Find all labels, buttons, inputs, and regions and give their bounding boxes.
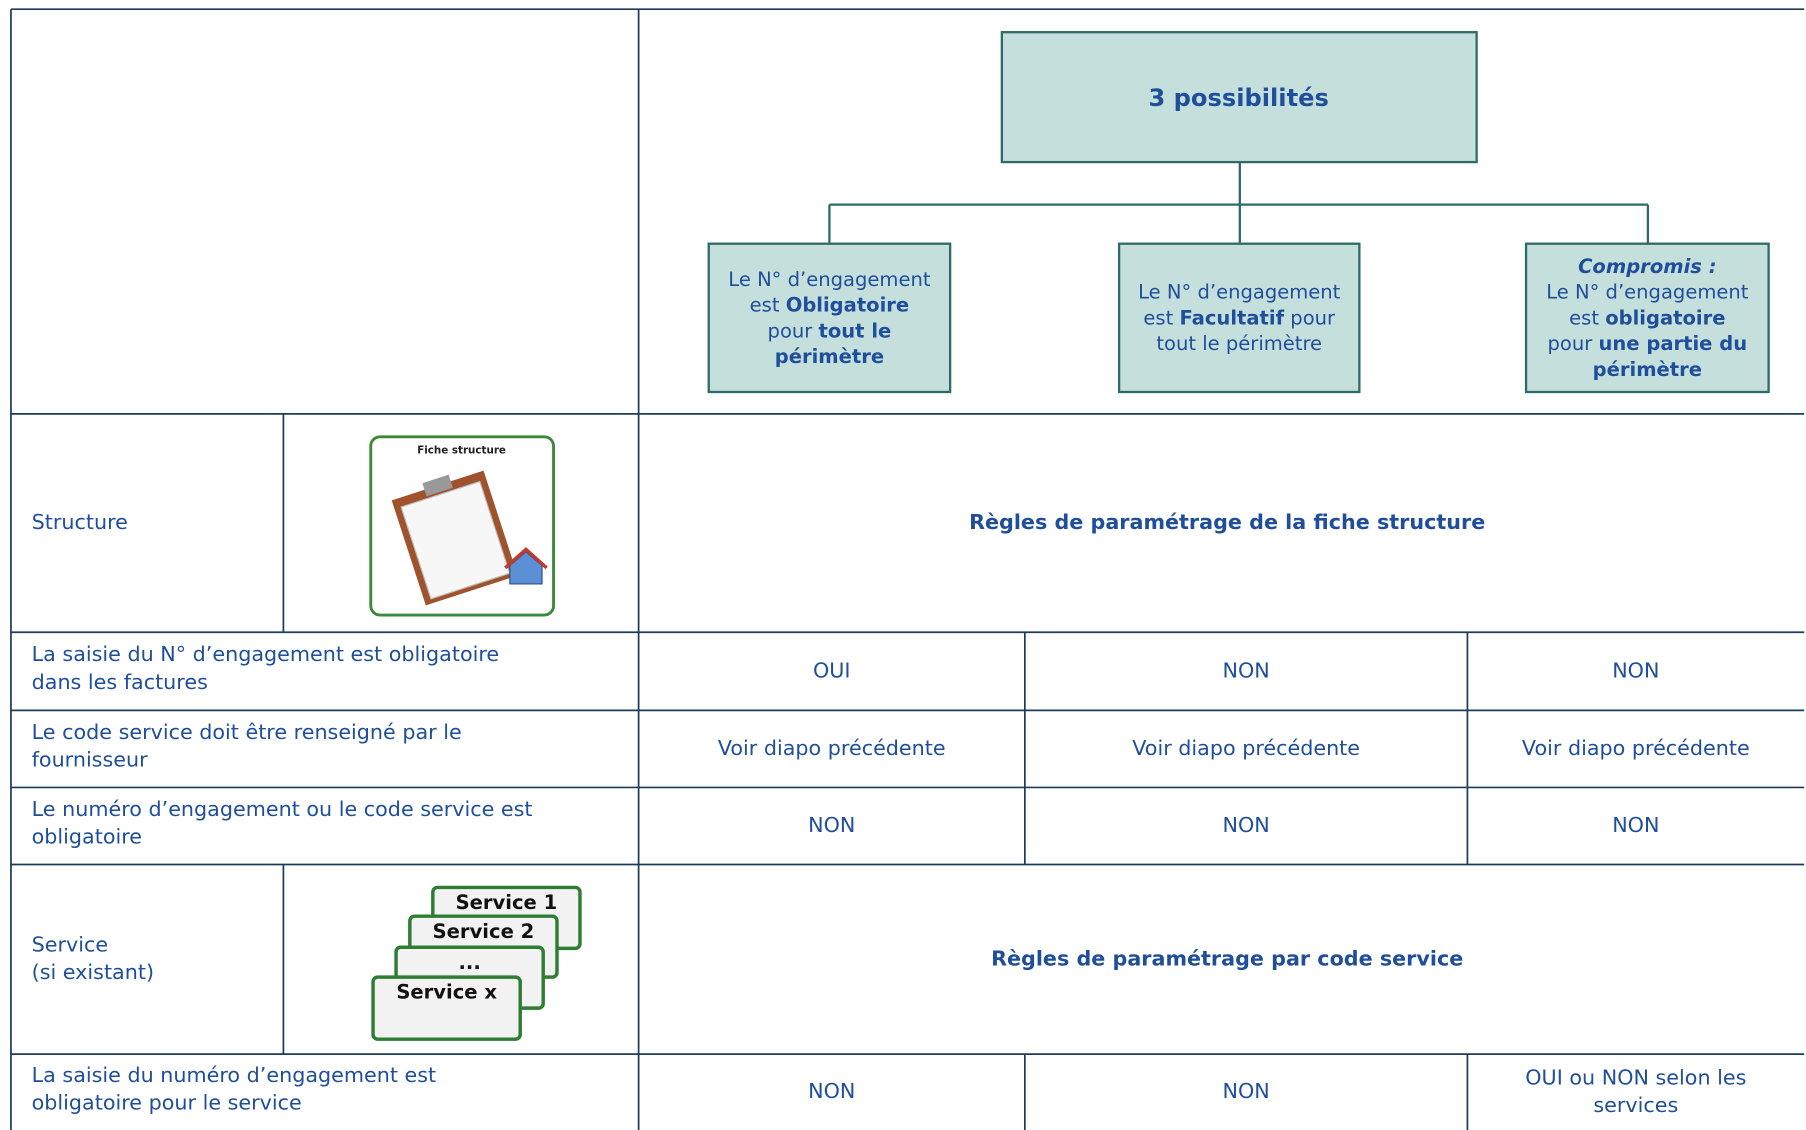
service-label: Service 2 <box>433 920 535 943</box>
option-line: Le N° d’engagement <box>728 267 931 290</box>
option-box <box>1117 242 1361 394</box>
option-line: Compromis : <box>1578 254 1716 277</box>
cell-text: NON <box>1223 658 1270 682</box>
option-text: Le N° d’engagement <box>1546 280 1749 303</box>
option-text: périmètre <box>1593 357 1702 380</box>
option-line: est Obligatoire <box>750 293 910 316</box>
diagram-title: 3 possibilités <box>1148 84 1328 112</box>
cell-text: Voir diapo précédente <box>1522 736 1750 760</box>
service-card <box>371 975 522 1041</box>
service-label: ... <box>458 951 480 974</box>
option-line: pour tout le <box>768 319 892 342</box>
option-box <box>1524 242 1770 394</box>
cell-text: NON <box>808 1079 855 1103</box>
row-label: Service <box>32 932 108 956</box>
cell-text: NON <box>1612 658 1659 682</box>
section-rule: Règles de paramétrage par code service <box>991 946 1463 970</box>
option-text: tout le périmètre <box>1156 332 1322 355</box>
option-text: Compromis : <box>1578 254 1716 277</box>
clip <box>422 474 453 497</box>
row-label: obligatoire pour le service <box>32 1091 302 1115</box>
option-line: est obligatoire <box>1569 306 1725 329</box>
cell-text: services <box>1593 1093 1678 1117</box>
cell-text: OUI ou NON selon les <box>1525 1065 1746 1089</box>
row-label: Le numéro d’engagement ou le code servic… <box>32 797 533 821</box>
service-label: Service x <box>396 981 497 1004</box>
service-label: Service 1 <box>456 891 558 914</box>
paper <box>400 480 511 600</box>
option-text: est <box>1569 306 1605 329</box>
option-text: pour <box>1284 306 1336 329</box>
option-text: Facultatif <box>1179 306 1284 329</box>
option-line: pour une partie du <box>1548 332 1748 355</box>
row-label: La saisie du numéro d’engagement est <box>32 1063 437 1087</box>
cell-text: NON <box>1612 813 1659 837</box>
cell-text: NON <box>1223 1079 1270 1103</box>
option-text: Le N° d’engagement <box>1138 280 1341 303</box>
cell-text: Voir diapo précédente <box>718 736 946 760</box>
option-line: périmètre <box>1593 357 1702 380</box>
option-text: Le N° d’engagement <box>728 267 931 290</box>
option-line: est Facultatif pour <box>1143 306 1336 329</box>
option-line: périmètre <box>775 345 884 368</box>
cell-text: NON <box>808 813 855 837</box>
option-text: pour <box>768 319 819 342</box>
option-box <box>707 242 952 394</box>
title-box <box>1000 31 1478 164</box>
option-text: est <box>750 293 786 316</box>
option-line: tout le périmètre <box>1156 332 1322 355</box>
option-text: tout le <box>819 319 892 342</box>
row-label: (si existant) <box>32 960 154 984</box>
row-label: La saisie du N° d’engagement est obligat… <box>32 642 500 666</box>
option-text: périmètre <box>775 345 884 368</box>
option-text: est <box>1143 306 1179 329</box>
option-text: obligatoire <box>1605 306 1725 329</box>
option-text: Obligatoire <box>786 293 909 316</box>
roof <box>504 547 548 570</box>
connector <box>828 162 1650 244</box>
row-label: fournisseur <box>32 747 148 771</box>
cell-text: Voir diapo précédente <box>1132 736 1360 760</box>
option-line: Le N° d’engagement <box>1138 280 1341 303</box>
icon-title: Fiche structure <box>417 445 506 457</box>
option-text: pour <box>1548 332 1599 355</box>
cell-text: NON <box>1223 813 1270 837</box>
row-label: obligatoire <box>32 824 142 848</box>
cell-text: OUI <box>813 658 851 682</box>
option-line: Le N° d’engagement <box>1546 280 1749 303</box>
row-label: Structure <box>32 510 128 534</box>
row-label: Le code service doit être renseigné par … <box>32 720 462 744</box>
option-text: une partie du <box>1599 332 1748 355</box>
section-rule: Règles de paramétrage de la fiche struct… <box>969 510 1485 534</box>
row-label: dans les factures <box>32 670 208 694</box>
